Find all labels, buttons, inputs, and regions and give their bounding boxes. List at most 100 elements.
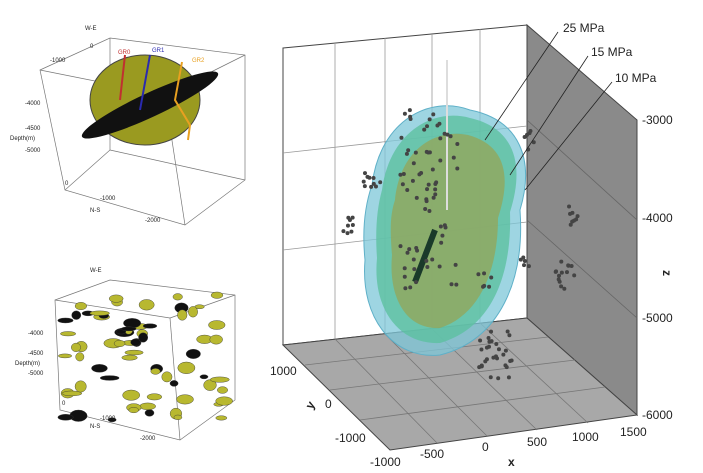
event-dot [407,108,412,113]
event-dot [531,140,536,145]
x-tick-label: 500 [527,435,547,449]
tick: 0 [62,401,66,407]
fracture [138,332,148,343]
event-dot [402,266,407,271]
event-dot [414,195,419,200]
fracture-disc [81,71,219,139]
y-label: y [302,398,318,411]
event-dot [430,257,435,262]
tick: -2000 [140,436,156,442]
fracture [138,299,155,311]
contour-label: 25 MPa [563,21,605,35]
fracture [146,393,162,401]
event-dot [361,179,366,184]
event-dot [424,258,429,263]
event-dot [422,127,427,132]
fracture [107,417,117,423]
fracture [71,310,82,320]
event-dot [414,245,419,250]
well-label: GR2 [192,58,205,64]
fracture [188,306,198,318]
event-dot [566,263,571,268]
event-dot [569,263,574,268]
event-dot [488,375,493,380]
event-dot [378,180,383,185]
event-dot [442,223,447,228]
event-dot [496,347,501,352]
event-dot [506,375,511,380]
fracture [177,309,188,321]
event-dot [425,187,430,192]
fracture [113,340,126,347]
event-dot [438,136,443,141]
fracture [139,402,156,410]
event-dot [411,257,416,262]
fracture [185,349,201,359]
event-dot [371,176,376,181]
event-dot [433,192,438,197]
tick: -4500 [25,126,41,132]
x-tick-label: 0 [482,440,489,454]
fracture-network [57,291,233,423]
fracture [210,376,230,383]
event-dot [455,166,460,171]
fracture [199,374,209,380]
event-dot [402,274,407,279]
event-dot [438,158,443,163]
x-tick-label: -1000 [370,455,401,469]
event-dot [412,267,417,272]
event-dot [503,348,508,353]
event-dot [496,376,501,381]
z-ticks: -3000 -4000 -5000 -6000 [642,113,673,422]
depth-label: Depth(m) [10,136,35,142]
event-dot [413,150,418,155]
event-dot [489,275,494,280]
event-dot [448,134,453,139]
fracture [74,380,87,393]
depth-label: Depth(m) [15,361,40,367]
event-dot [431,112,436,117]
event-dot [479,363,484,368]
event-dot [482,271,487,276]
event-dot [405,187,410,192]
event-dot [425,265,430,270]
fracture [169,380,179,387]
event-dot [405,250,410,255]
fracture [208,320,226,330]
event-dot [507,333,512,338]
contour-25mpa [390,133,505,329]
event-dot [479,347,484,352]
event-dot [362,184,367,189]
tick: -5000 [28,371,44,377]
event-dot [564,270,569,275]
fracture [172,293,183,301]
main-box [281,23,639,451]
fracture [71,342,81,352]
well-label: GR0 [118,50,131,56]
event-dot [559,284,564,289]
fracture [128,407,139,414]
event-dot [408,285,413,290]
event-dot [431,195,436,200]
fracture [89,310,110,316]
fracture [91,364,108,373]
y-ticks: 1000 0 -1000 [270,364,366,445]
event-dot [426,150,431,155]
x-tick-label: 1000 [572,430,599,444]
y-tick-label: 1000 [270,364,297,378]
event-dot [401,172,406,177]
event-dot [435,123,440,128]
event-dot [399,135,404,140]
we-label: W-E [90,268,102,274]
event-dot [557,279,562,284]
fracture [130,338,141,346]
event-dot [404,151,409,156]
event-dot [371,181,376,186]
event-dot [362,171,367,176]
fracture [142,323,158,329]
event-dot [414,280,419,285]
fracture [61,390,83,397]
event-dot [494,341,499,346]
event-dot [559,259,564,264]
